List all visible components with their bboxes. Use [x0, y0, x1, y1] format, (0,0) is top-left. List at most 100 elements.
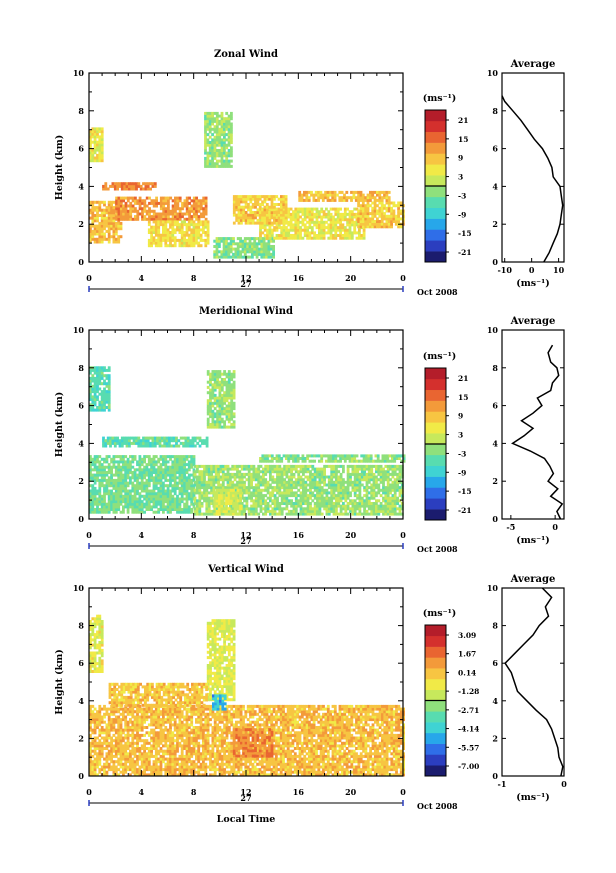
heatmap-cell — [110, 494, 113, 498]
colorbar-swatch — [425, 207, 446, 219]
heatmap-cell — [159, 497, 163, 501]
heatmap-cell — [370, 464, 374, 468]
heatmap-cell — [213, 393, 217, 397]
heatmap-cell — [124, 489, 128, 493]
heatmap-cell — [212, 467, 216, 471]
heatmap-cell — [383, 193, 386, 197]
heatmap-cell — [154, 471, 158, 474]
heatmap-cell — [206, 220, 210, 224]
heatmap-cell — [330, 488, 334, 492]
heatmap-cell — [180, 497, 184, 501]
heatmap-cell — [131, 497, 135, 501]
heatmap-cell — [306, 512, 310, 516]
heatmap-cell — [290, 491, 293, 495]
heatmap-cell — [352, 196, 356, 200]
heatmap-cell — [242, 216, 246, 220]
heatmap-cell — [365, 499, 369, 503]
heatmap-cell — [306, 215, 309, 219]
heatmap-cell — [313, 509, 317, 513]
heatmap-cell — [211, 372, 215, 376]
heatmap-cell — [138, 500, 142, 504]
heatmap-cell — [271, 512, 275, 516]
heatmap-cell — [252, 494, 256, 498]
heatmap-cell — [183, 231, 186, 234]
heatmap-cell — [244, 195, 248, 199]
heatmap-cell — [275, 212, 279, 216]
heatmap-cell — [112, 497, 116, 501]
heatmap-cell — [173, 502, 177, 506]
heatmap-cell — [327, 480, 331, 484]
heatmap-cell — [318, 491, 322, 495]
heatmap-cell — [132, 184, 136, 188]
heatmap-cell — [143, 484, 146, 488]
heatmap-cell — [363, 472, 366, 476]
heatmap-cell — [386, 496, 390, 500]
heatmap-cell — [310, 207, 314, 211]
heatmap-cell — [89, 463, 92, 467]
heatmap-cell — [232, 372, 236, 376]
heatmap-cell — [89, 156, 92, 160]
heatmap-cell — [355, 231, 359, 235]
heatmap-cell — [211, 409, 215, 413]
heatmap-cell — [147, 220, 151, 224]
heatmap-cell — [138, 497, 142, 501]
heatmap-cell — [117, 217, 121, 221]
heatmap-cell — [262, 252, 266, 256]
heatmap-cell — [138, 508, 142, 511]
heatmap-cell — [98, 235, 102, 239]
heatmap-cell — [187, 484, 191, 488]
heatmap-cell — [110, 211, 113, 215]
heatmap-cell — [349, 491, 352, 495]
heatmap-cell — [183, 217, 187, 221]
heatmap-cell — [200, 512, 204, 516]
heatmap-cell — [310, 226, 314, 230]
heatmap-cell — [122, 457, 125, 461]
heatmap-cell — [100, 368, 104, 372]
heatmap-cell — [304, 499, 308, 503]
heatmap-cell — [218, 133, 222, 137]
heatmap-cell — [185, 497, 189, 501]
heatmap-cell — [224, 512, 228, 516]
heatmap-cell — [117, 478, 121, 482]
heatmap-cell — [110, 235, 113, 239]
heatmap-cell — [309, 491, 312, 495]
heatmap-cell — [284, 195, 288, 199]
heatmap-cell — [226, 486, 230, 490]
heatmap-cell — [353, 220, 357, 224]
heatmap-cell — [122, 505, 125, 509]
heatmap-cell — [360, 504, 364, 508]
heatmap-cell — [203, 483, 206, 487]
heatmap-cell — [114, 494, 118, 498]
heatmap-cell — [220, 114, 224, 118]
heatmap-cell — [166, 508, 170, 511]
heatmap-cell — [282, 205, 286, 209]
heatmap-cell — [159, 201, 163, 205]
heatmap-cell — [233, 472, 237, 476]
heatmap-cell — [187, 463, 191, 467]
heatmap-cell — [157, 510, 161, 514]
heatmap-cell — [384, 499, 388, 503]
heatmap-cell — [206, 156, 210, 160]
heatmap-cell — [233, 478, 237, 482]
heatmap-cell — [258, 197, 262, 201]
heatmap-cell — [396, 472, 399, 476]
heatmap-cell — [235, 200, 239, 204]
heatmap-cell — [259, 499, 263, 503]
heatmap-cell — [164, 212, 168, 216]
heatmap-cell — [155, 215, 158, 219]
heatmap-cell — [185, 217, 189, 221]
heatmap-cell — [329, 207, 333, 211]
heatmap-cell — [389, 486, 392, 490]
heatmap-cell — [369, 198, 372, 202]
heatmap-cell — [153, 184, 157, 188]
heatmap-cell — [275, 226, 279, 230]
heatmap-cell — [223, 423, 226, 426]
heatmap-cell — [131, 476, 135, 480]
heatmap-cell — [169, 481, 172, 485]
heatmap-cell — [220, 388, 224, 392]
heatmap-cell — [96, 406, 99, 409]
heatmap-cell — [93, 465, 97, 469]
heatmap-cell — [89, 211, 92, 215]
heatmap-cell — [255, 250, 259, 254]
heatmap-cell — [304, 507, 308, 511]
